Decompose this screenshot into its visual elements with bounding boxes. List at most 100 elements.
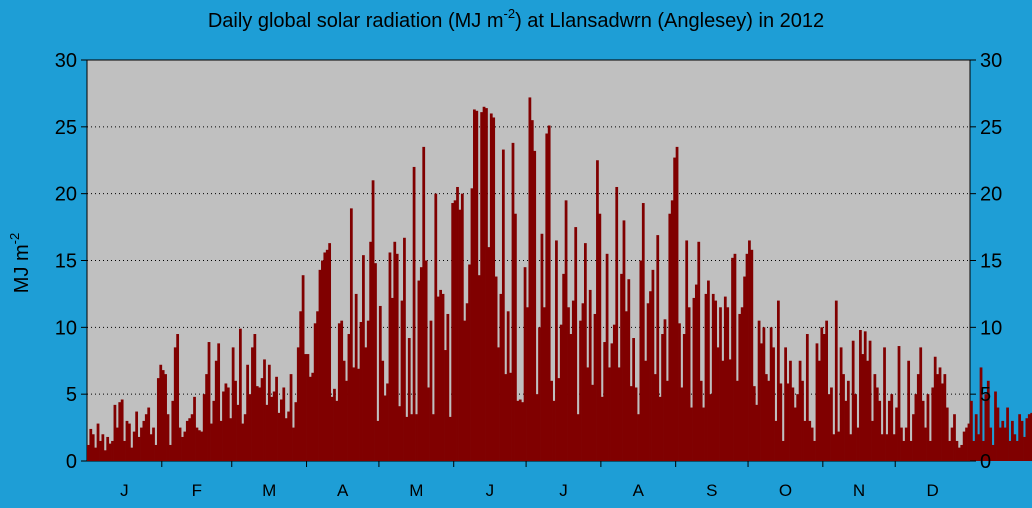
bar-day <box>448 416 452 461</box>
bar-day <box>460 193 464 461</box>
bar-day <box>142 420 146 461</box>
bar-day <box>873 374 877 461</box>
bar-day <box>668 213 672 461</box>
bar-day <box>267 364 271 461</box>
bar-day <box>849 434 853 461</box>
bar-day <box>629 386 633 461</box>
bar-day <box>837 431 841 461</box>
bar-series <box>87 97 1032 462</box>
bar-day <box>711 293 715 461</box>
bar-day <box>128 423 131 461</box>
bar-day <box>161 370 165 461</box>
bar-day <box>784 347 787 461</box>
x-month-label: F <box>192 481 202 500</box>
bar-day <box>489 113 493 461</box>
bar-day <box>839 347 843 461</box>
bar-day <box>229 418 233 461</box>
bar-day <box>1015 440 1019 461</box>
bar-day <box>347 334 351 461</box>
bar-day <box>258 387 262 461</box>
bar-day <box>388 252 392 461</box>
bar-day <box>576 414 580 461</box>
x-month-label: D <box>926 481 938 500</box>
bar-day <box>251 347 254 461</box>
chart-title-superscript: -2 <box>504 6 516 21</box>
bar-day <box>620 273 623 461</box>
bar-day <box>709 394 713 461</box>
x-month-label: J <box>120 481 129 500</box>
bar-day <box>878 400 882 461</box>
bar-day <box>381 360 385 461</box>
y-tick-label-left: 10 <box>55 317 77 339</box>
bar-day <box>637 414 640 461</box>
x-month-label: J <box>486 481 495 500</box>
y-tick-label-right: 0 <box>980 451 991 473</box>
bar-day <box>456 186 459 461</box>
bar-day <box>605 253 609 461</box>
bar-day <box>1001 420 1005 461</box>
bar-day <box>453 200 457 461</box>
bar-day <box>723 296 727 461</box>
bar-day <box>330 396 334 461</box>
bar-day <box>410 414 414 461</box>
x-month-label: J <box>559 481 568 500</box>
bar-day <box>226 387 230 461</box>
bar-day <box>861 354 865 461</box>
y-tick-label-right: 15 <box>980 251 1002 273</box>
bar-day <box>885 434 889 461</box>
bar-day <box>755 404 759 461</box>
bar-day <box>998 427 1002 461</box>
bar-day <box>986 380 990 461</box>
bar-day <box>661 334 664 461</box>
bar-day <box>458 209 462 461</box>
bar-day <box>984 394 988 461</box>
bar-day <box>805 334 809 461</box>
bar-day <box>991 444 995 461</box>
bar-day <box>789 360 792 461</box>
bar-day <box>535 394 539 461</box>
bar-day <box>801 380 804 461</box>
bar-day <box>255 386 259 461</box>
bar-day <box>608 367 611 461</box>
bar-day <box>149 434 153 461</box>
y-tick-label-left: 0 <box>66 451 77 473</box>
bar-day <box>776 300 780 461</box>
bar-day <box>704 293 708 461</box>
bar-day <box>791 387 795 461</box>
bar-day <box>675 146 679 461</box>
bar-day <box>1018 414 1022 461</box>
bar-day <box>431 414 435 461</box>
bar-day <box>340 320 344 461</box>
bar-day <box>292 427 295 461</box>
bar-day <box>793 407 797 461</box>
bar-day <box>950 427 954 461</box>
bar-day <box>436 296 440 461</box>
bar-day <box>1025 418 1029 461</box>
bar-day <box>497 347 500 461</box>
bar-day <box>205 374 208 461</box>
bar-day <box>552 400 556 461</box>
bar-day <box>210 423 213 461</box>
bar-day <box>880 434 884 461</box>
bar-day <box>808 420 812 461</box>
bar-day <box>996 407 1000 461</box>
bar-day <box>842 374 845 461</box>
bar-day <box>200 431 204 461</box>
bar-day <box>154 444 158 461</box>
bar-day <box>564 200 568 461</box>
bar-day <box>528 97 532 461</box>
bar-day <box>540 233 544 461</box>
bar-day <box>111 440 114 461</box>
bar-day <box>106 436 110 461</box>
bar-day <box>328 243 332 461</box>
bar-day <box>325 249 329 461</box>
bar-day <box>422 146 426 461</box>
bar-day <box>945 407 949 461</box>
bar-day <box>622 220 626 461</box>
bar-day <box>579 320 582 461</box>
bar-day <box>678 323 681 461</box>
bar-day <box>786 383 790 461</box>
bar-day <box>424 260 428 461</box>
bar-day <box>897 346 901 461</box>
bar-day <box>523 267 527 461</box>
